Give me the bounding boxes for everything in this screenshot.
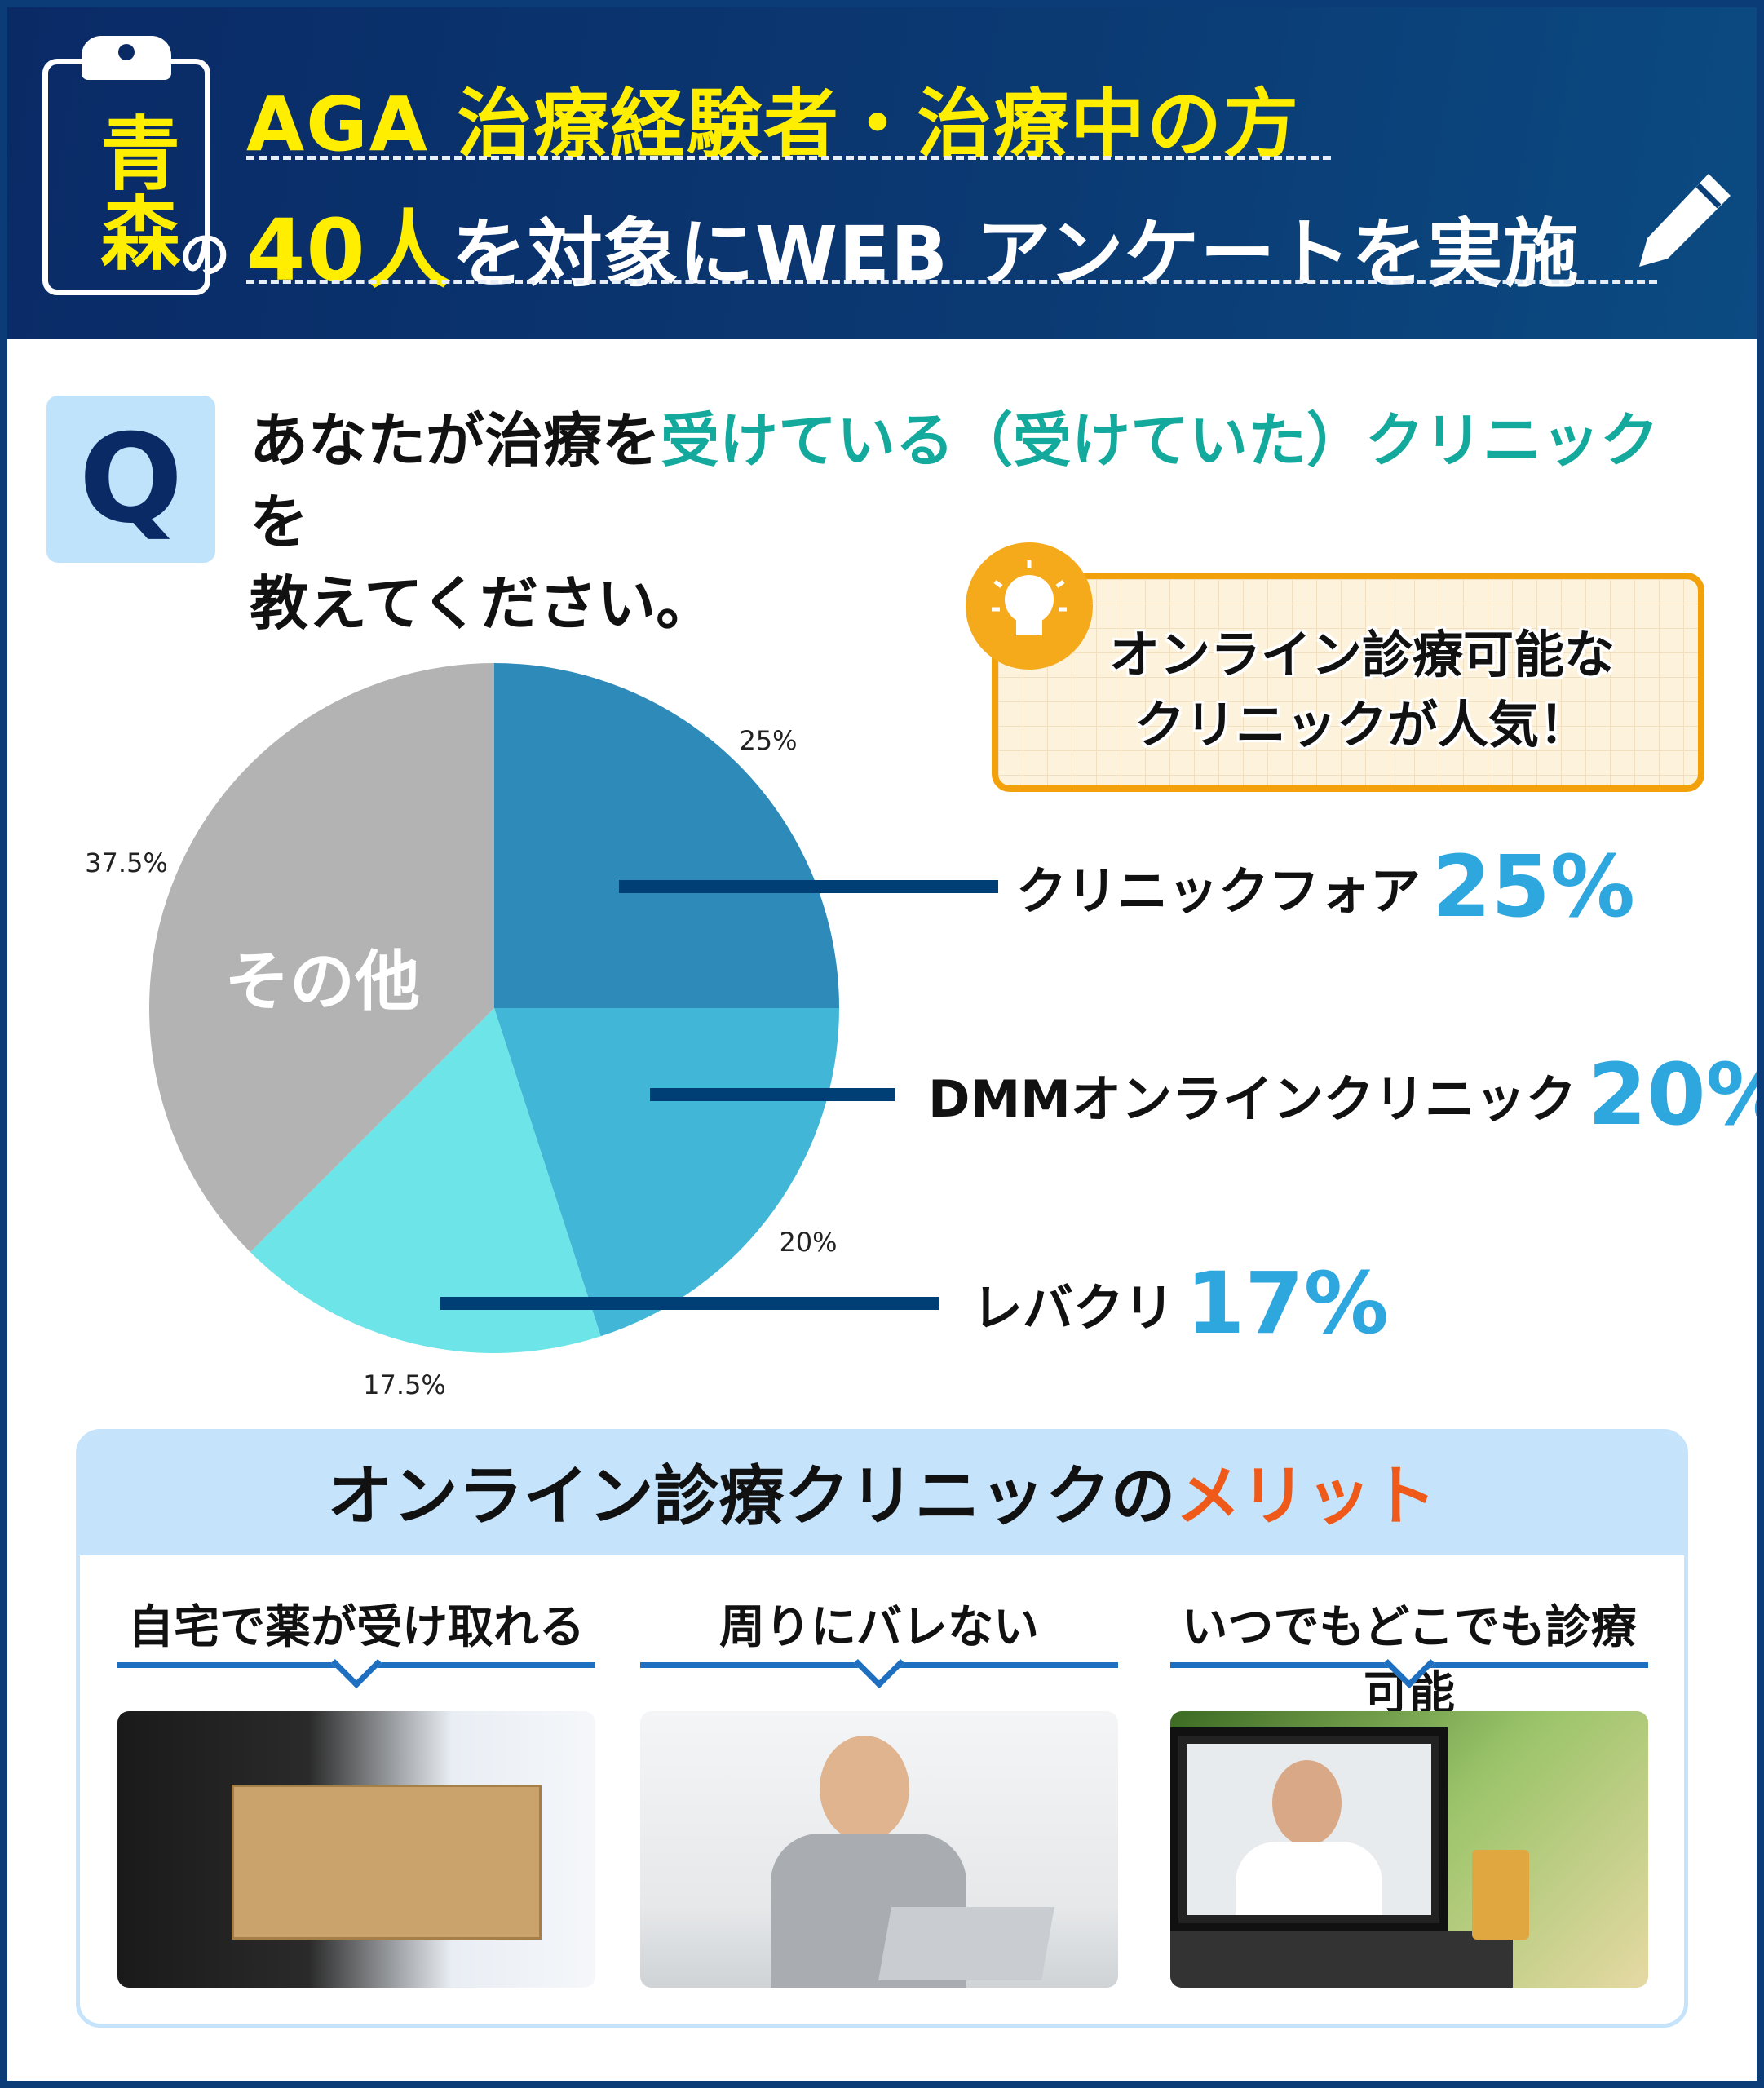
slice-value-label: 37.5% xyxy=(85,847,168,878)
merits-title-highlight: メリット xyxy=(1175,1458,1437,1534)
pie-slice xyxy=(494,663,839,1008)
question-text-3: 教えてください。 xyxy=(250,569,715,638)
callout-label: DMMオンラインクリニック xyxy=(928,1069,1576,1129)
callout-label: クリニックフォア xyxy=(1016,861,1421,921)
merits-title: オンライン診療クリニックのメリット xyxy=(80,1433,1684,1555)
photo-person-holding-package xyxy=(117,1711,595,1988)
callout-label: レバクリ xyxy=(972,1278,1175,1338)
lightbulb-icon xyxy=(966,542,1093,670)
question-text-1: あなたが治療を xyxy=(250,406,661,475)
callout-percent: 25% xyxy=(1432,837,1635,936)
callout: クリニックフォア 25% xyxy=(1016,837,1635,936)
callout: レバクリ 17% xyxy=(972,1254,1389,1353)
particle-no: の xyxy=(179,225,231,285)
callout-percent: 20% xyxy=(1587,1045,1764,1144)
slice-value-label: 17.5% xyxy=(363,1369,446,1400)
slice-value-label: 20% xyxy=(779,1227,838,1258)
clipboard-hole xyxy=(118,44,135,60)
question-text-2: を xyxy=(250,488,309,556)
merits-title-text: オンライン診療クリニックの xyxy=(327,1458,1176,1534)
leader-line xyxy=(650,1088,895,1101)
pencil-icon xyxy=(1639,174,1731,267)
callout-percent: 17% xyxy=(1186,1254,1389,1353)
dashed-divider xyxy=(246,156,1331,160)
dashed-divider xyxy=(246,280,1657,284)
slice-value-label: 25% xyxy=(739,725,798,756)
question-text: あなたが治療を受けている（受けていた）クリニックを教えてください。 xyxy=(250,400,1718,644)
tip-line1: オンライン診療可能な xyxy=(1108,625,1615,684)
prefecture-label: 青森 xyxy=(86,112,179,272)
photo-man-on-phone-with-laptop xyxy=(640,1711,1118,1988)
question-mark-box: Q xyxy=(46,396,215,563)
photo-doctor-on-laptop-video-call xyxy=(1170,1711,1648,1988)
leader-line xyxy=(440,1297,939,1310)
tip-text: オンライン診療可能な クリニックが人気！ xyxy=(1052,620,1672,760)
header-line1: AGA 治療経験者・治療中の方 xyxy=(246,81,1300,168)
merits-panel: オンライン診療クリニックのメリット xyxy=(76,1429,1688,2028)
pie-slice xyxy=(250,1008,601,1353)
leader-line xyxy=(619,880,998,893)
slice-label-other: その他 xyxy=(224,944,420,1020)
tip-box xyxy=(992,573,1704,792)
question-highlight: 受けている（受けていた）クリニック xyxy=(661,406,1660,475)
pie-slice xyxy=(148,663,494,1253)
tip-line2: クリニックが人気！ xyxy=(1134,695,1589,754)
